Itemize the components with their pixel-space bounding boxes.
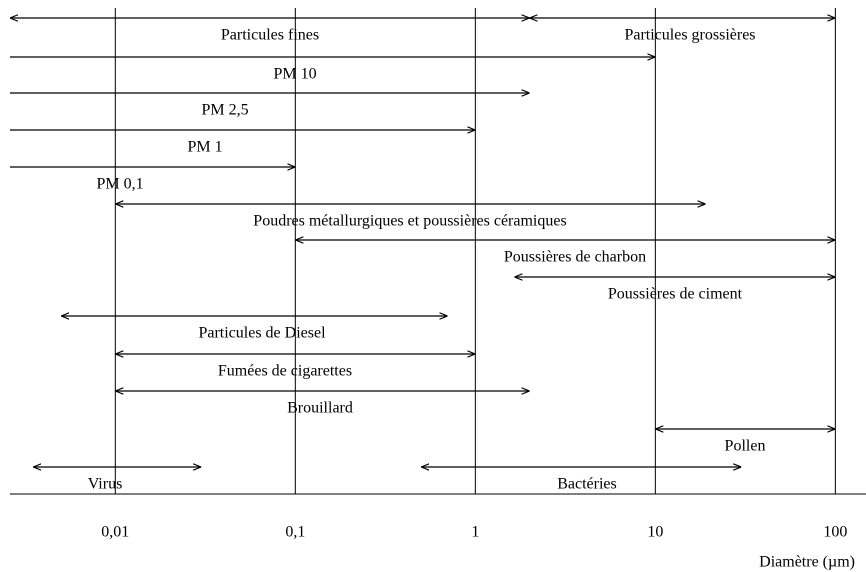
range-label: PM 10 [273, 66, 316, 83]
x-tick-label: 1 [471, 524, 479, 541]
range-label: Poudres métallurgiques et poussières cér… [253, 213, 566, 230]
x-tick-label: 10 [647, 524, 663, 541]
range-label: PM 2,5 [201, 102, 248, 119]
range-label: Poussières de ciment [608, 286, 743, 303]
x-axis-label: Diamètre (µm) [759, 554, 855, 571]
range-label: Bactéries [557, 476, 617, 493]
x-tick-label: 0,01 [101, 524, 129, 541]
range-label: PM 1 [187, 139, 222, 156]
range-label: Particules grossières [624, 27, 755, 44]
range-label: Virus [88, 476, 123, 493]
x-tick-label: 100 [823, 524, 847, 541]
range-label: Particules fines [221, 27, 319, 44]
range-label: Particules de Diesel [198, 325, 326, 342]
range-label: PM 0,1 [96, 176, 143, 193]
range-label: Pollen [725, 438, 766, 455]
range-label: Fumées de cigarettes [218, 363, 352, 380]
range-label: Brouillard [287, 400, 353, 417]
range-label: Poussières de charbon [504, 249, 646, 266]
x-tick-label: 0,1 [285, 524, 305, 541]
